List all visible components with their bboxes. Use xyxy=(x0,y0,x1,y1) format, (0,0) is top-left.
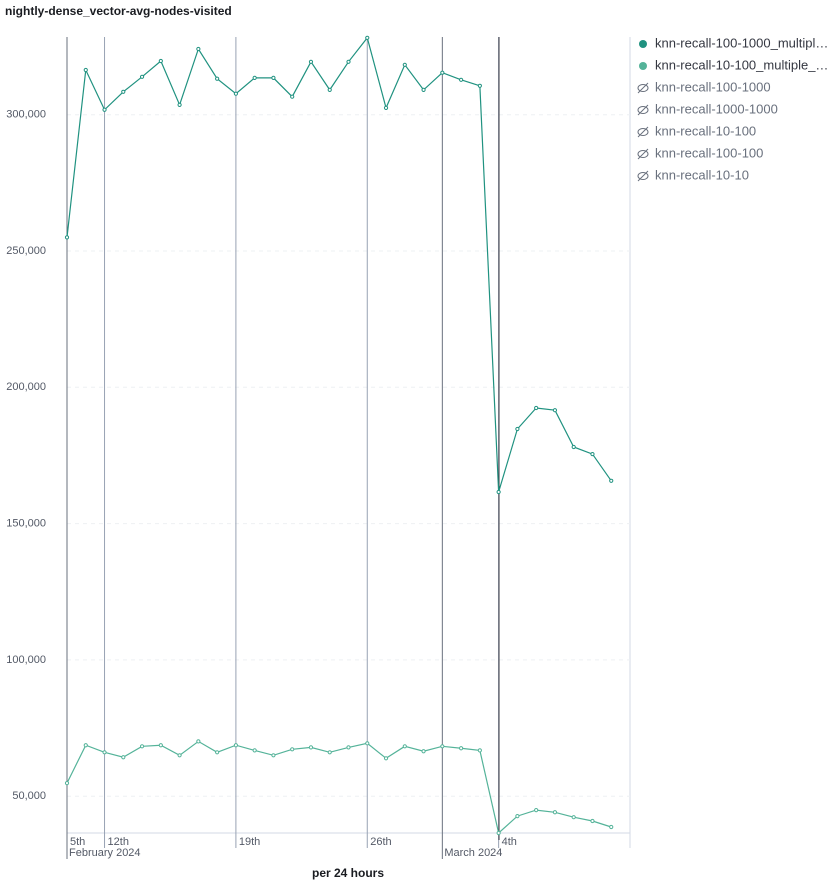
point xyxy=(64,235,70,240)
point xyxy=(290,94,295,99)
y-tick-label: 250,000 xyxy=(6,245,46,257)
point xyxy=(215,76,220,81)
point xyxy=(121,89,126,94)
point xyxy=(327,750,332,755)
point xyxy=(590,451,595,457)
point xyxy=(196,46,201,52)
legend-label[interactable]: knn-recall-10-100_multiple_… xyxy=(655,57,828,72)
point xyxy=(196,739,201,744)
y-tick-label: 50,000 xyxy=(12,790,46,802)
point xyxy=(515,813,520,819)
point xyxy=(327,87,332,92)
point xyxy=(83,67,88,73)
point xyxy=(440,744,445,749)
legend-marker xyxy=(639,62,647,70)
legend-marker xyxy=(639,40,647,48)
x-axis-title: per 24 hours xyxy=(312,866,384,880)
x-tick-label: 26th xyxy=(370,836,391,848)
y-tick-label: 300,000 xyxy=(6,109,46,121)
point xyxy=(158,743,163,748)
series-line xyxy=(66,36,612,493)
legend-hidden-icon xyxy=(637,150,649,158)
point xyxy=(365,741,370,746)
point xyxy=(421,87,426,92)
point xyxy=(459,746,464,751)
point xyxy=(496,830,501,836)
x-major-label: March 2024 xyxy=(444,847,502,859)
legend-hidden-slash xyxy=(637,104,649,116)
legend-hidden-slash xyxy=(637,148,649,160)
point xyxy=(308,59,314,64)
point xyxy=(121,755,126,760)
legend-label[interactable]: knn-recall-10-10 xyxy=(655,167,749,182)
y-tick-label: 200,000 xyxy=(6,381,46,393)
point xyxy=(102,750,107,755)
point xyxy=(177,102,182,107)
point xyxy=(365,35,370,40)
point xyxy=(459,77,464,82)
point xyxy=(271,753,276,758)
point xyxy=(590,818,595,824)
point xyxy=(252,75,257,80)
point xyxy=(177,753,182,758)
legend-hidden-slash xyxy=(637,170,649,182)
point xyxy=(139,744,145,749)
point xyxy=(346,745,351,750)
point xyxy=(64,781,70,786)
legend-hidden-icon xyxy=(637,106,649,114)
x-tick-label: 4th xyxy=(502,836,517,848)
point xyxy=(440,70,445,75)
point xyxy=(477,748,482,753)
point xyxy=(571,444,576,450)
point xyxy=(534,405,539,411)
point xyxy=(609,824,614,830)
point xyxy=(308,745,314,750)
point xyxy=(571,815,576,820)
legend-hidden-icon xyxy=(637,172,649,180)
legend-hidden-icon xyxy=(637,128,649,136)
point xyxy=(402,62,407,67)
x-tick-label: 5th xyxy=(70,836,85,848)
legend-hidden-slash xyxy=(637,82,649,94)
point xyxy=(534,808,539,813)
point xyxy=(271,75,276,80)
y-tick-label: 150,000 xyxy=(6,518,46,530)
chart-title: nightly-dense_vector-avg-nodes-visited xyxy=(5,4,232,18)
point xyxy=(477,83,482,88)
legend-label[interactable]: knn-recall-1000-1000 xyxy=(655,101,778,116)
point xyxy=(515,426,520,432)
point xyxy=(609,478,614,483)
legend-label[interactable]: knn-recall-100-1000 xyxy=(655,79,771,94)
legend-label[interactable]: knn-recall-10-100 xyxy=(655,123,756,138)
series-line xyxy=(66,740,612,835)
x-major-label: February 2024 xyxy=(69,847,141,859)
point xyxy=(252,748,257,753)
legend-hidden-slash xyxy=(637,126,649,138)
point xyxy=(496,489,501,495)
x-tick-label: 12th xyxy=(108,836,129,848)
point xyxy=(552,408,558,413)
point xyxy=(383,105,389,110)
legend-hidden-icon xyxy=(637,84,649,92)
point xyxy=(102,107,107,112)
point xyxy=(139,74,145,79)
point xyxy=(233,91,238,96)
point xyxy=(233,743,238,748)
point xyxy=(83,743,88,748)
legend-label[interactable]: knn-recall-100-1000_multipl… xyxy=(655,35,828,50)
point xyxy=(215,750,220,755)
point xyxy=(346,59,351,64)
point xyxy=(402,744,407,749)
point xyxy=(421,749,426,754)
x-tick-label: 19th xyxy=(239,836,260,848)
point xyxy=(158,58,163,64)
y-tick-label: 100,000 xyxy=(6,654,46,666)
legend-label[interactable]: knn-recall-100-100 xyxy=(655,145,763,160)
point xyxy=(552,810,558,815)
point xyxy=(290,747,295,752)
point xyxy=(383,756,389,761)
